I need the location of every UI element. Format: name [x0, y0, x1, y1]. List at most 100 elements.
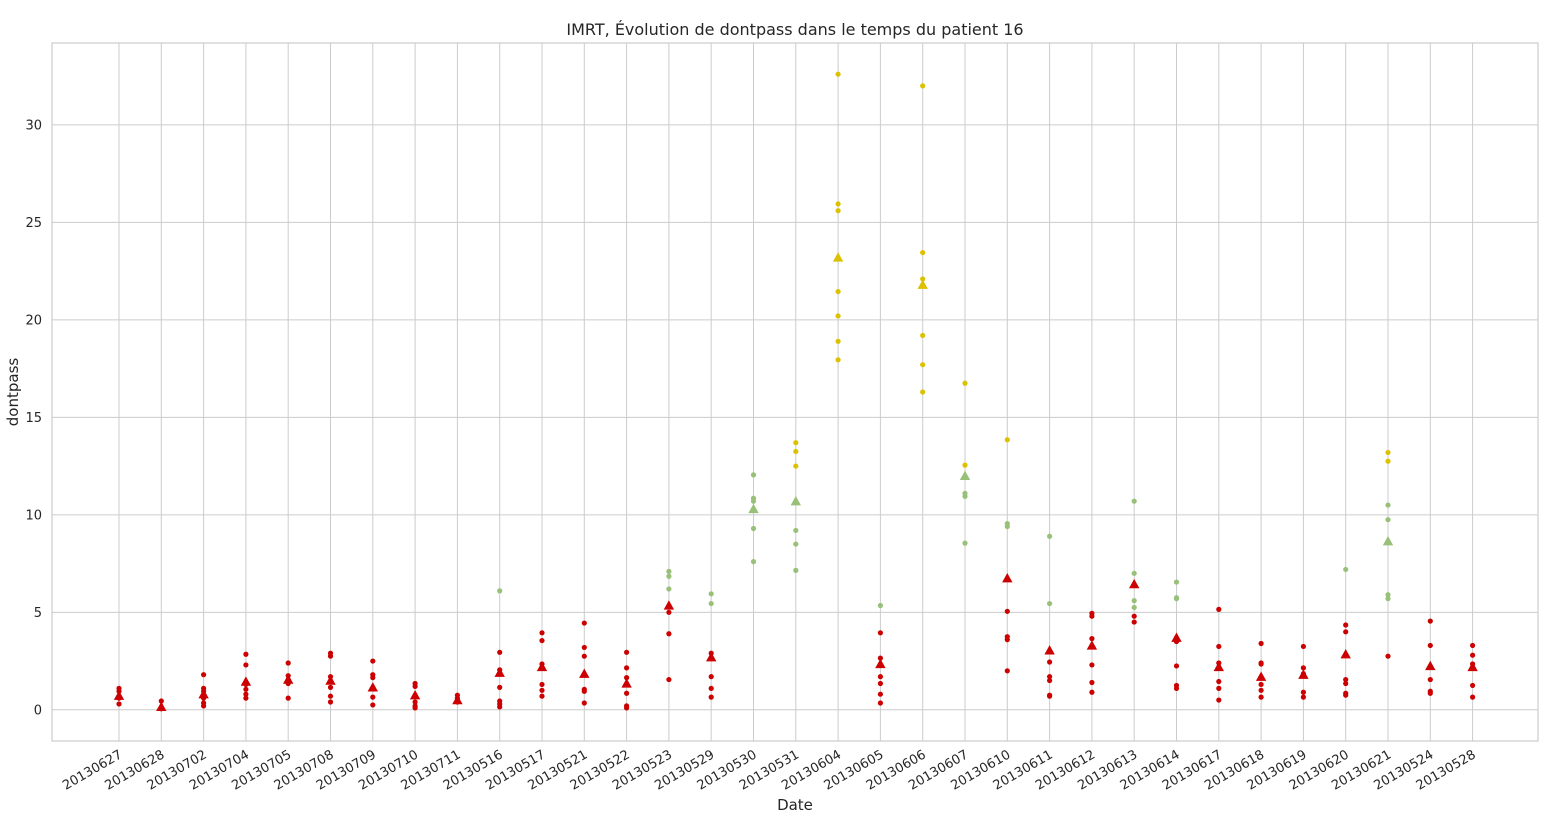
data-point [1343, 692, 1349, 698]
data-point [624, 705, 630, 711]
data-point [1047, 693, 1053, 699]
data-point [962, 493, 968, 499]
data-point [1300, 643, 1306, 650]
data-point [1216, 697, 1222, 703]
data-point [370, 702, 376, 708]
data-point [243, 651, 249, 657]
data-point [581, 620, 587, 626]
mean-marker [409, 689, 421, 700]
data-point [877, 691, 884, 697]
mean-marker [875, 658, 886, 669]
data-point [835, 288, 841, 295]
mean-marker [198, 689, 209, 699]
data-point [539, 687, 545, 693]
data-point [1385, 596, 1391, 602]
data-point [412, 699, 418, 705]
mean-marker [748, 503, 759, 514]
mean-marker [1382, 535, 1394, 546]
mean-marker [621, 678, 632, 688]
data-point [877, 602, 884, 609]
chart-title: IMRT, Évolution de dontpass dans le temp… [566, 20, 1023, 39]
data-point [920, 249, 926, 256]
data-point [1004, 523, 1010, 530]
data-point [750, 559, 757, 565]
data-point [1089, 662, 1095, 668]
data-point [962, 462, 968, 468]
data-point [581, 700, 587, 706]
data-point [1173, 579, 1180, 585]
data-point [1385, 502, 1391, 508]
data-point [750, 472, 757, 478]
data-point [835, 338, 841, 344]
mean-marker [325, 675, 336, 685]
data-point [962, 380, 968, 386]
y-tick-label: 15 [25, 411, 42, 426]
data-point [708, 591, 714, 597]
y-tick-labels: 0 5 10 15 20 25 30 [25, 118, 42, 718]
data-point [370, 675, 376, 681]
data-point [1258, 687, 1264, 693]
data-point [708, 694, 714, 700]
data-point [666, 586, 672, 592]
data-point [624, 690, 630, 696]
data-point [370, 658, 376, 664]
data-point [1047, 533, 1053, 539]
mean-marker [832, 252, 844, 262]
data-point [793, 440, 799, 446]
data-point [243, 691, 249, 697]
data-point [920, 83, 926, 89]
data-point [1427, 618, 1433, 624]
y-tick-label: 0 [34, 703, 42, 718]
data-point [581, 644, 587, 651]
data-point [1047, 600, 1053, 607]
data-point [539, 681, 545, 688]
data-point [1131, 604, 1137, 611]
data-point [666, 609, 672, 615]
data-point [327, 699, 334, 705]
data-point [708, 600, 714, 607]
data-point [624, 649, 630, 655]
mean-marker [959, 470, 971, 480]
data-point [1258, 661, 1264, 667]
data-point [1470, 642, 1476, 649]
data-point [285, 695, 291, 701]
data-point [158, 698, 164, 704]
data-point [1385, 592, 1391, 598]
data-point [793, 567, 799, 573]
y-tick-label: 10 [25, 508, 42, 523]
data-point [201, 672, 207, 678]
data-point [201, 703, 207, 709]
data-point [412, 683, 418, 690]
data-point [793, 448, 799, 455]
data-point [497, 649, 503, 655]
data-point [1173, 596, 1180, 602]
y-tick-label: 5 [34, 606, 42, 621]
data-point [877, 655, 884, 661]
data-point [327, 684, 334, 690]
data-point [1173, 685, 1180, 691]
data-point [666, 631, 672, 637]
data-point [666, 573, 672, 579]
data-point [877, 700, 884, 706]
data-point [793, 527, 799, 534]
mean-marker [579, 668, 590, 678]
data-point [835, 71, 841, 77]
mean-marker [663, 600, 675, 610]
data-point [835, 208, 841, 214]
data-point [1385, 458, 1391, 464]
data-point [243, 686, 249, 692]
data-point [1470, 652, 1476, 658]
data-point [835, 313, 841, 319]
data-point [1131, 598, 1137, 604]
data-point [1047, 674, 1053, 680]
data-point [877, 680, 884, 687]
data-point [1343, 680, 1349, 687]
data-point [750, 498, 757, 504]
data-point [116, 701, 122, 707]
mean-marker [452, 694, 463, 705]
mean-marker [283, 674, 294, 684]
data-point [1300, 689, 1306, 695]
grid-layer [52, 43, 1538, 741]
mean-marker [1467, 661, 1478, 672]
